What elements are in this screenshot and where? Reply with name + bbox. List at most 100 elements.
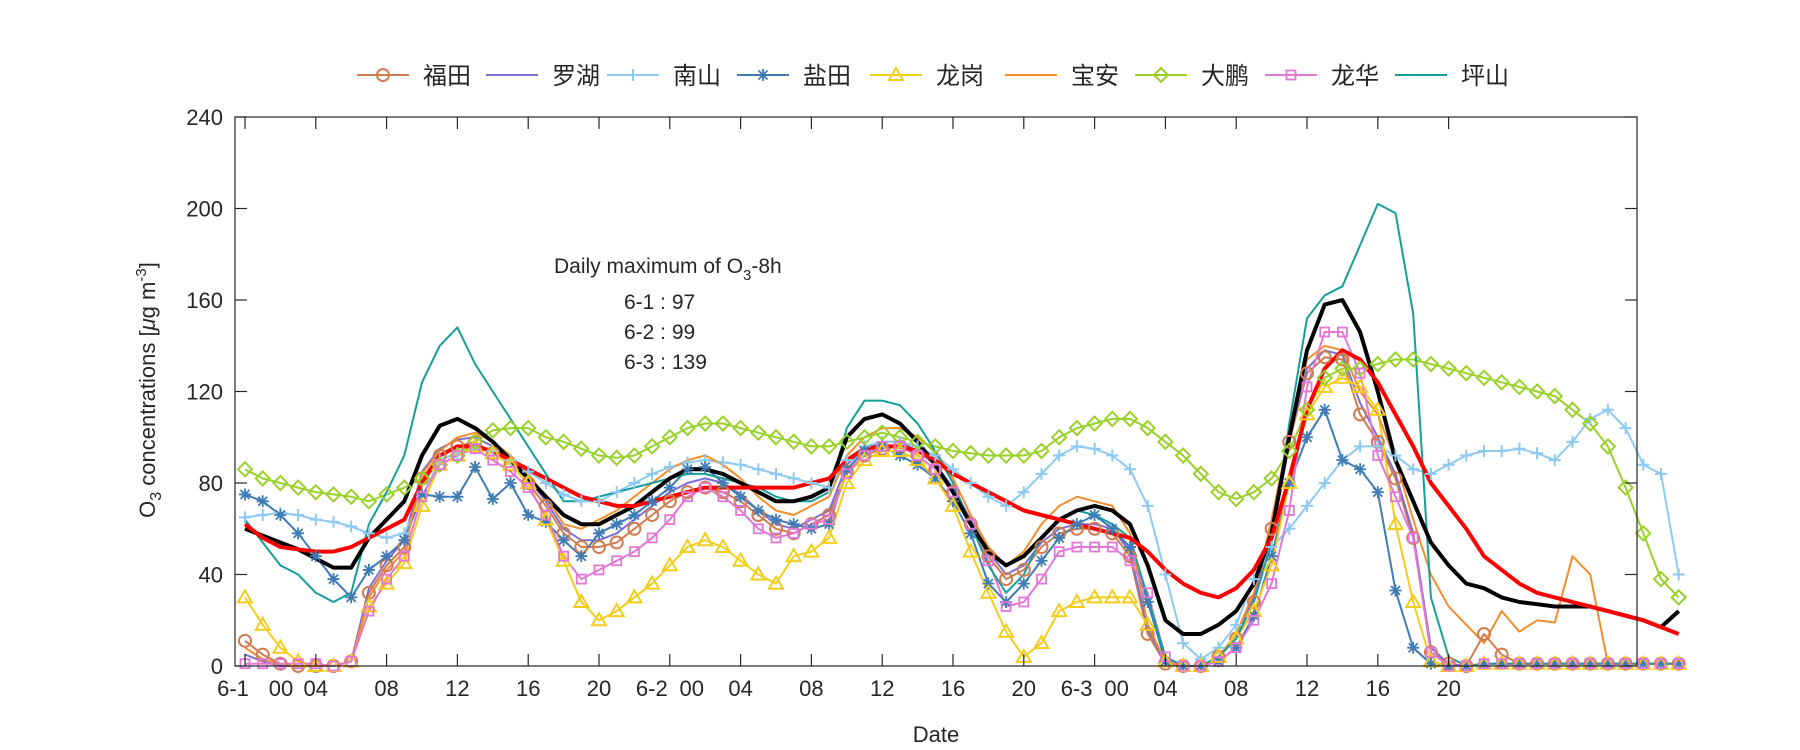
- data-point-7: [983, 555, 994, 567]
- data-point-4: [1138, 615, 1157, 631]
- data-point-6: [1174, 447, 1192, 464]
- data-point-0: [609, 535, 624, 550]
- x-tick-label: 04: [728, 676, 752, 701]
- data-point-0: [1264, 521, 1279, 536]
- data-point-0: [1335, 352, 1350, 367]
- x-tick-label: 16: [1366, 676, 1390, 701]
- data-point-7: [1071, 541, 1083, 553]
- data-point-7: [1567, 658, 1578, 670]
- data-point-2: [787, 472, 800, 485]
- y-axis-label-sup: -3: [133, 268, 150, 281]
- data-point-3: [1017, 577, 1030, 590]
- data-point-6: [1298, 401, 1316, 419]
- data-point-2: [716, 456, 729, 469]
- data-point-7: [752, 523, 764, 535]
- data-point-6: [342, 488, 360, 506]
- data-point-3: [1141, 595, 1154, 608]
- data-point-6: [1634, 524, 1652, 542]
- data-point-2: [1424, 467, 1437, 480]
- data-point-4: [590, 611, 608, 627]
- x-tick-label: 20: [1012, 676, 1036, 701]
- data-point-3: [1283, 477, 1296, 489]
- data-point-3: [1230, 641, 1243, 654]
- data-point-7: [558, 550, 569, 562]
- data-point-2: [1601, 403, 1614, 416]
- data-point-2: [1318, 477, 1331, 489]
- x-tick-label: 6-3: [1061, 676, 1093, 701]
- data-point-2: [309, 513, 322, 526]
- data-point-4: [253, 615, 272, 631]
- legend-marker-3: [757, 69, 769, 81]
- data-point-6: [1227, 490, 1245, 508]
- x-tick-label: 12: [445, 676, 469, 701]
- data-point-3: [1672, 657, 1685, 670]
- data-point-3: [1053, 531, 1066, 544]
- data-point-3: [982, 577, 995, 590]
- data-point-4: [236, 588, 254, 604]
- data-point-0: [627, 521, 642, 536]
- data-point-3: [1531, 657, 1544, 670]
- legend-marker-7: [1285, 69, 1297, 81]
- data-point-2: [1389, 449, 1402, 462]
- data-point-3: [1070, 518, 1083, 531]
- data-point-6: [1156, 433, 1174, 451]
- data-point-7: [1018, 596, 1030, 608]
- data-point-7: [1319, 326, 1331, 338]
- data-point-7: [1478, 658, 1490, 670]
- data-point-6: [1210, 483, 1227, 501]
- data-point-6: [1440, 360, 1458, 378]
- data-point-7: [1390, 491, 1401, 503]
- data-point-3: [539, 515, 552, 528]
- data-point-6: [1404, 351, 1422, 368]
- y-axis-label-close: ]: [135, 262, 160, 268]
- data-point-0: [1087, 521, 1102, 536]
- data-point-3: [327, 573, 340, 586]
- data-point-4: [625, 588, 644, 604]
- data-point-3: [522, 509, 535, 522]
- series-line-3: [244, 408, 1679, 667]
- data-point-3: [504, 477, 517, 489]
- data-point-2: [628, 477, 641, 489]
- y-tick-label: 200: [186, 197, 223, 222]
- data-point-6: [1316, 369, 1334, 387]
- data-point-6: [732, 419, 750, 437]
- data-point-6: [537, 428, 555, 446]
- data-point-6: [360, 492, 378, 510]
- data-point-2: [1566, 435, 1579, 448]
- data-point-4: [926, 469, 945, 485]
- data-point-7: [1354, 367, 1366, 379]
- data-point-4: [1103, 588, 1122, 604]
- data-point-4: [395, 554, 414, 570]
- data-point-7: [629, 546, 640, 558]
- data-point-6: [590, 447, 608, 464]
- data-point-6: [1475, 369, 1493, 387]
- data-point-3: [628, 509, 641, 522]
- data-point-7: [859, 450, 870, 461]
- data-point-0: [698, 480, 713, 495]
- data-point-6: [555, 433, 573, 451]
- x-tick-label: 00: [269, 676, 293, 701]
- data-point-4: [360, 597, 378, 613]
- data-point-4: [891, 441, 909, 457]
- data-point-3: [1513, 657, 1526, 670]
- data-point-3: [610, 518, 623, 531]
- data-point-6: [820, 437, 838, 455]
- data-point-2: [1177, 637, 1190, 650]
- data-point-7: [505, 466, 516, 477]
- data-point-2: [1513, 442, 1526, 455]
- data-point-3: [433, 490, 446, 503]
- data-point-2: [1584, 412, 1597, 425]
- data-point-6: [1546, 387, 1564, 405]
- data-point-2: [1124, 463, 1136, 476]
- data-point-4: [855, 451, 874, 467]
- data-point-4: [696, 531, 714, 547]
- data-point-6: [1351, 360, 1369, 378]
- x-axis-label: Date: [913, 722, 959, 747]
- data-point-6: [1192, 465, 1210, 483]
- data-point-6: [661, 428, 679, 446]
- legend-marker-6: [1152, 66, 1170, 84]
- y-axis-label-o: O: [135, 501, 160, 518]
- data-point-2: [1495, 444, 1508, 457]
- data-point-2: [256, 509, 269, 522]
- data-point-7: [1407, 532, 1419, 544]
